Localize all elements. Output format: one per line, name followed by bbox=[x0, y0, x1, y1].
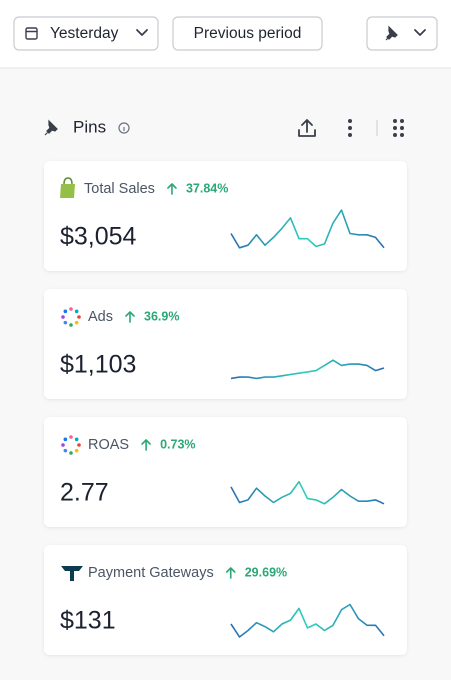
section-title: Pins bbox=[73, 117, 106, 136]
icon-dot bbox=[69, 307, 73, 311]
card-value: $1,103 bbox=[60, 351, 136, 379]
date-button[interactable]: Yesterday bbox=[13, 16, 159, 51]
card-icon bbox=[61, 435, 81, 455]
gateway-icon bbox=[61, 566, 83, 581]
icon-dot bbox=[69, 323, 73, 327]
metric-card[interactable]: Payment Gateways 29.69% $131 bbox=[44, 545, 407, 655]
card-icon bbox=[60, 177, 75, 198]
more-icon[interactable] bbox=[348, 119, 352, 137]
icon-dot bbox=[69, 451, 73, 455]
card-value: $131 bbox=[60, 607, 116, 635]
card-bg bbox=[44, 417, 407, 527]
drag-icon[interactable] bbox=[393, 119, 404, 137]
card-icon bbox=[61, 307, 81, 327]
card-change: 37.84% bbox=[186, 181, 228, 195]
icon-dot bbox=[63, 437, 68, 442]
sparkline bbox=[230, 209, 385, 249]
up-arrow bbox=[225, 567, 236, 579]
icon-dot bbox=[77, 315, 81, 319]
sparkline bbox=[230, 603, 385, 638]
icon-dot bbox=[74, 448, 79, 453]
compare-label: Previous period bbox=[194, 25, 302, 42]
card-change: 36.9% bbox=[144, 309, 179, 323]
shopify-icon bbox=[60, 184, 75, 198]
card-bg bbox=[44, 545, 407, 655]
pin-button[interactable] bbox=[366, 16, 438, 51]
card-change: 0.73% bbox=[160, 437, 195, 451]
icon-dot bbox=[63, 309, 68, 314]
icon-dot bbox=[74, 320, 79, 325]
card-title: Total Sales bbox=[84, 181, 155, 197]
up-arrow bbox=[141, 439, 151, 451]
metric-card[interactable]: Total Sales 37.84% $3,054 bbox=[44, 161, 407, 271]
card-bg bbox=[44, 289, 407, 399]
shopify-handle bbox=[63, 177, 73, 185]
icon-dot bbox=[61, 315, 65, 319]
icon-dot bbox=[61, 443, 65, 447]
up-arrow bbox=[167, 183, 177, 195]
card-change: 29.69% bbox=[245, 565, 287, 579]
icon-dot bbox=[74, 309, 79, 314]
export-icon[interactable] bbox=[298, 119, 316, 137]
card-icon bbox=[61, 566, 83, 581]
metric-card[interactable]: Ads 36.9% $1,103 bbox=[44, 289, 407, 399]
sparkline bbox=[230, 480, 385, 505]
card-bg bbox=[44, 161, 407, 271]
icon-dot bbox=[63, 320, 68, 325]
compare-button[interactable]: Previous period bbox=[172, 16, 323, 51]
card-title: Payment Gateways bbox=[88, 565, 214, 581]
icon-dot bbox=[74, 437, 79, 442]
up-arrow bbox=[125, 311, 135, 323]
sparkline bbox=[230, 359, 385, 380]
card-title: Ads bbox=[88, 309, 113, 325]
date-label: Yesterday bbox=[50, 25, 119, 42]
card-value: $3,054 bbox=[60, 223, 137, 251]
card-title: ROAS bbox=[88, 437, 129, 453]
icon-dot bbox=[63, 448, 68, 453]
icon-dot bbox=[77, 443, 81, 447]
icon-dot bbox=[69, 435, 73, 439]
card-value: 2.77 bbox=[60, 479, 109, 507]
metric-card[interactable]: ROAS 0.73% 2.77 bbox=[44, 417, 407, 527]
section-header: Pins bbox=[44, 117, 404, 137]
